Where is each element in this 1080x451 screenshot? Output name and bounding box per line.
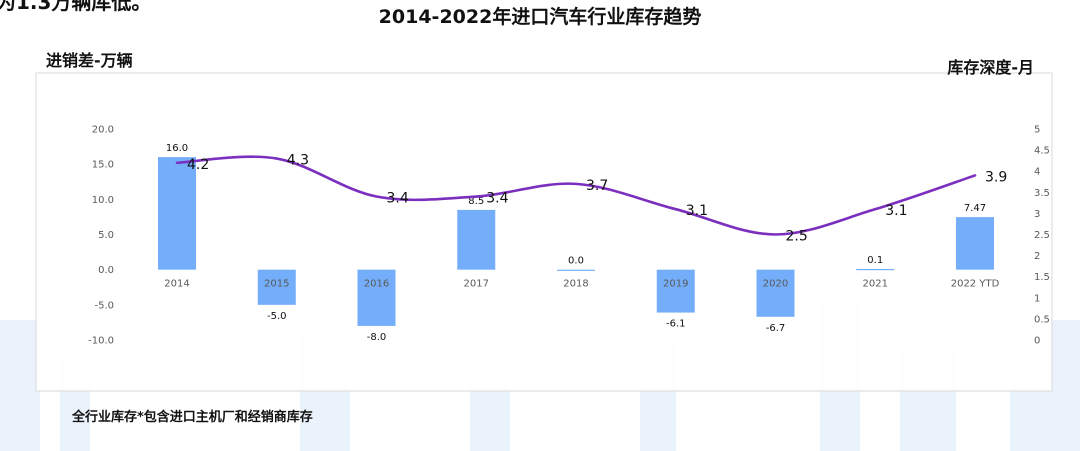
category-label: 2019 (663, 279, 688, 290)
line-data-labels: 4.2 4.3 3.4 3.4 3.7 3.1 2.5 3.1 3.9 (187, 153, 1007, 245)
right-tick-label: 3 (1034, 209, 1040, 220)
right-tick-label: 2.5 (1034, 230, 1050, 241)
bar (856, 268, 895, 271)
category-label: 2021 (863, 279, 888, 290)
category-label: 2017 (464, 279, 489, 290)
left-tick-label: -5.0 (94, 300, 114, 311)
right-axis-ticks: 5 4.5 4 3.5 3 2.5 2 1.5 1 0.5 0 (1034, 125, 1050, 347)
right-tick-label: 1.5 (1034, 272, 1050, 283)
chart-title: 2014-2022年进口汽车行业库存趋势 (378, 6, 702, 28)
right-tick-label: 0 (1034, 336, 1040, 347)
line-data-label: 2.5 (786, 229, 808, 245)
left-tick-label: 10.0 (92, 195, 114, 206)
bar (257, 269, 296, 305)
line-data-label: 3.4 (387, 191, 409, 207)
category-label: 2015 (264, 279, 289, 290)
bar (756, 269, 795, 317)
bar (656, 269, 695, 313)
bar (158, 157, 196, 270)
line-data-label: 3.4 (486, 191, 508, 207)
bar-data-label: -8.0 (367, 332, 387, 343)
bar-data-label: 16.0 (166, 143, 188, 154)
bar-data-label: 8.5 (468, 196, 484, 207)
left-tick-label: 0.0 (98, 265, 114, 276)
bar-data-label: -5.0 (267, 311, 287, 322)
right-tick-label: 4.5 (1034, 146, 1050, 157)
inventory-depth-line (175, 155, 977, 236)
line-series (175, 155, 977, 236)
bar-data-label: 7.47 (964, 203, 986, 214)
left-tick-label: 15.0 (92, 160, 114, 171)
bar-data-label: 0.0 (568, 256, 584, 267)
line-data-label: 3.9 (985, 169, 1007, 185)
bar (557, 269, 595, 271)
left-tick-label: 20.0 (92, 125, 114, 136)
category-label: 2018 (563, 279, 588, 290)
right-tick-label: 5 (1034, 125, 1040, 136)
category-label: 2022 YTD (951, 279, 1000, 290)
line-data-label: 4.2 (187, 157, 209, 173)
category-label: 2020 (763, 279, 788, 290)
clipped-heading-text: 为1.3万辆库低。 (0, 0, 152, 14)
right-tick-label: 4 (1034, 167, 1040, 178)
chart-frame (35, 72, 1053, 392)
bar-data-label: -6.7 (766, 323, 786, 334)
category-label: 2014 (164, 279, 189, 290)
bar (357, 269, 396, 326)
left-tick-label: -10.0 (88, 336, 114, 347)
bar-data-labels: 16.0 -5.0 -8.0 8.5 0.0 -6.1 -6.7 0.1 7.47 (166, 143, 986, 343)
left-tick-label: 5.0 (98, 230, 114, 241)
right-tick-label: 3.5 (1034, 188, 1050, 199)
line-data-label: 3.7 (586, 178, 608, 194)
bar-data-label: -6.1 (666, 319, 686, 330)
bar (457, 209, 496, 270)
bar-data-label: 0.1 (867, 255, 883, 266)
left-axis-ticks: 20.0 15.0 10.0 5.0 0.0 -5.0 -10.0 (88, 125, 114, 347)
category-label: 2016 (364, 279, 389, 290)
right-tick-label: 1 (1034, 293, 1040, 304)
line-data-label: 4.3 (287, 153, 309, 169)
left-axis-title: 进销差-万辆 (46, 51, 133, 70)
category-labels: 2014 2015 2016 2017 2018 2019 2020 2021 2022 YTD (164, 279, 999, 290)
right-tick-label: 2 (1034, 251, 1040, 262)
line-data-label: 3.1 (885, 203, 907, 219)
bar (956, 217, 994, 270)
bar-series (158, 157, 994, 326)
right-axis-title: 库存深度-月 (947, 58, 1034, 77)
line-data-label: 3.1 (686, 203, 708, 219)
footnote: 全行业库存*包含进口主机厂和经销商库存 (72, 410, 313, 425)
right-tick-label: 0.5 (1034, 314, 1050, 325)
